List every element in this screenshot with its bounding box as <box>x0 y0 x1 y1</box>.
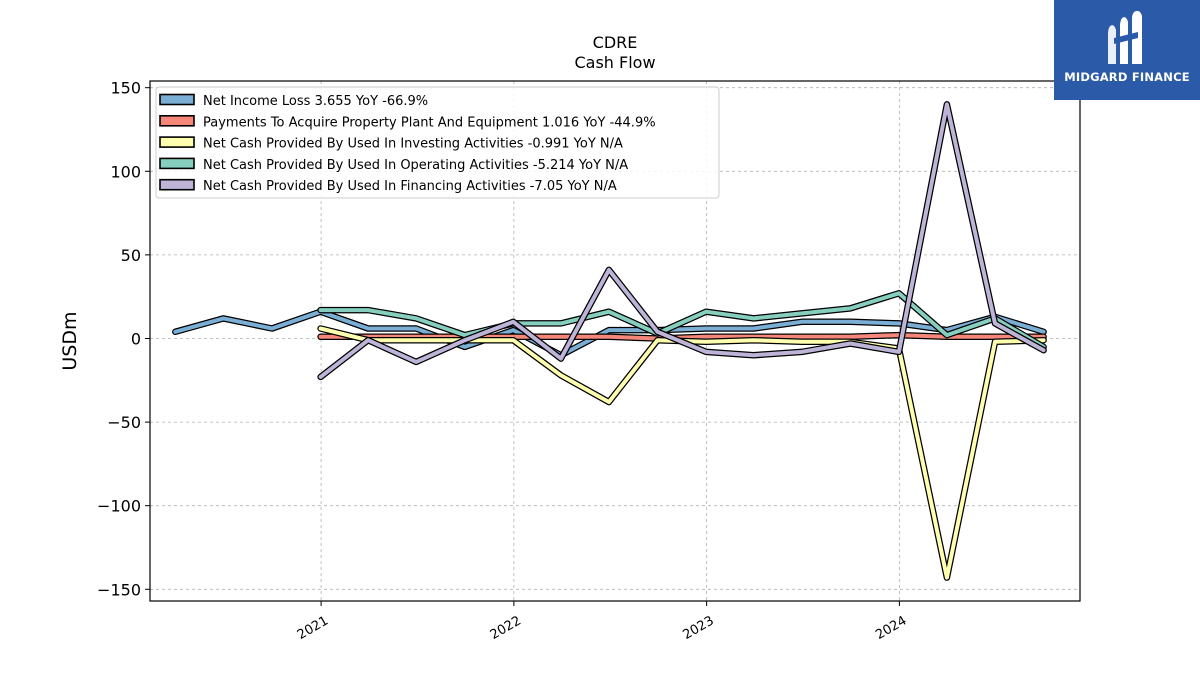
y-axis-ticks: 150 100 50 0 −50 −100 −150 <box>97 79 150 599</box>
series-lines <box>172 101 1047 581</box>
series-4 <box>317 290 1047 351</box>
legend-box <box>155 86 720 199</box>
legend-swatch <box>159 115 195 127</box>
x-axis-ticks: 2021 2022 2023 2024 <box>295 601 909 643</box>
brand-name: MIDGARD FINANCE <box>1064 70 1190 84</box>
y-axis-label: USDm <box>59 311 81 370</box>
legend-swatch <box>159 93 195 106</box>
legend-label: Net Cash Provided By Used In Operating A… <box>203 158 628 173</box>
y-tick-label: −50 <box>107 413 141 432</box>
y-tick-label: −150 <box>97 580 141 599</box>
legend-swatch <box>159 136 195 148</box>
y-tick-label: 100 <box>110 162 141 181</box>
series-line <box>318 102 1046 379</box>
legend-swatch <box>159 178 195 191</box>
x-tick-label: 2023 <box>680 613 716 643</box>
series-line <box>318 333 1046 341</box>
legend-label: Payments To Acquire Property Plant And E… <box>203 115 656 130</box>
legend-label: Net Income Loss 3.655 YoY -66.9% <box>203 94 428 109</box>
series-3 <box>317 325 1047 581</box>
x-tick-label: 2024 <box>873 613 909 643</box>
series-line <box>318 291 1046 349</box>
chart-title: CDRE <box>593 33 638 52</box>
series-2 <box>317 331 1047 342</box>
plot-frame <box>149 80 1081 602</box>
legend-label: Net Cash Provided By Used In Financing A… <box>203 179 617 194</box>
legend-label: Net Cash Provided By Used In Investing A… <box>203 137 623 152</box>
midgard-logo-icon <box>1108 10 1142 64</box>
series-5 <box>317 101 1047 381</box>
y-tick-label: −100 <box>97 497 141 516</box>
series-line <box>318 326 1046 580</box>
legend-swatch <box>159 157 195 170</box>
series-line-outline <box>317 325 1047 581</box>
y-tick-label: 150 <box>110 79 141 98</box>
y-tick-label: 0 <box>131 329 141 348</box>
brand-logo: MIDGARD FINANCE <box>1054 0 1200 100</box>
legend: Net Income Loss 3.655 YoY -66.9% Payments… <box>155 86 720 199</box>
y-tick-label: 50 <box>121 246 141 265</box>
x-tick-label: 2021 <box>295 613 331 643</box>
x-tick-label: 2022 <box>488 613 524 643</box>
chart-subtitle: Cash Flow <box>574 53 655 72</box>
